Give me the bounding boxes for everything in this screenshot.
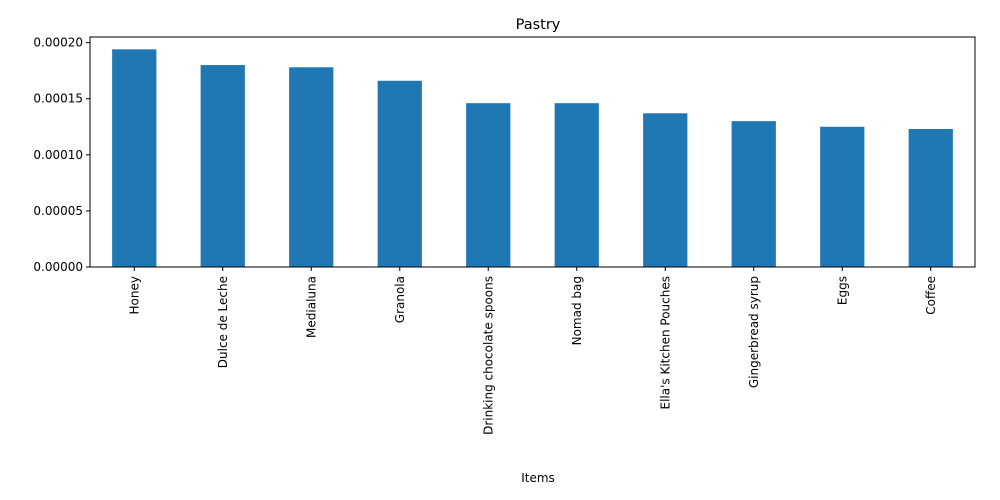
y-tick-label: 0.00005 — [33, 204, 83, 218]
x-axis: Honey Dulce de Leche Medialuna Granola Drink… — [127, 267, 938, 435]
bar — [289, 67, 334, 267]
bar — [908, 129, 953, 267]
x-tick-label: Coffee — [924, 276, 938, 315]
bar — [643, 113, 688, 267]
bar — [200, 65, 245, 267]
bar — [554, 103, 599, 267]
y-axis: 0.00000 0.00005 0.00010 0.00015 0.00020 — [33, 36, 90, 274]
y-tick-label: 0.00015 — [33, 92, 83, 106]
x-tick-label: Dulce de Leche — [216, 276, 230, 368]
y-tick-label: 0.00020 — [33, 36, 83, 50]
bar — [731, 121, 776, 268]
bar — [112, 49, 157, 268]
x-tick-label: Granola — [393, 276, 407, 323]
y-tick-label: 0.00010 — [33, 148, 83, 162]
bar — [820, 126, 865, 267]
x-axis-label: Items — [521, 471, 555, 485]
plot-frame — [89, 36, 976, 268]
y-tick-label: 0.00000 — [33, 260, 83, 274]
x-tick-label: Eggs — [835, 276, 849, 305]
x-tick-label: Nomad bag — [570, 276, 584, 345]
bar — [377, 80, 422, 267]
x-tick-label: Drinking chocolate spoons — [481, 276, 495, 435]
bar — [466, 103, 511, 267]
x-tick-label: Ella's Kitchen Pouches — [658, 276, 672, 409]
x-tick-label: Gingerbread syrup — [747, 276, 761, 388]
bars-group — [112, 49, 953, 268]
x-tick-label: Medialuna — [304, 276, 318, 338]
chart-title: Pastry — [516, 17, 561, 33]
x-tick-label: Honey — [127, 276, 141, 314]
